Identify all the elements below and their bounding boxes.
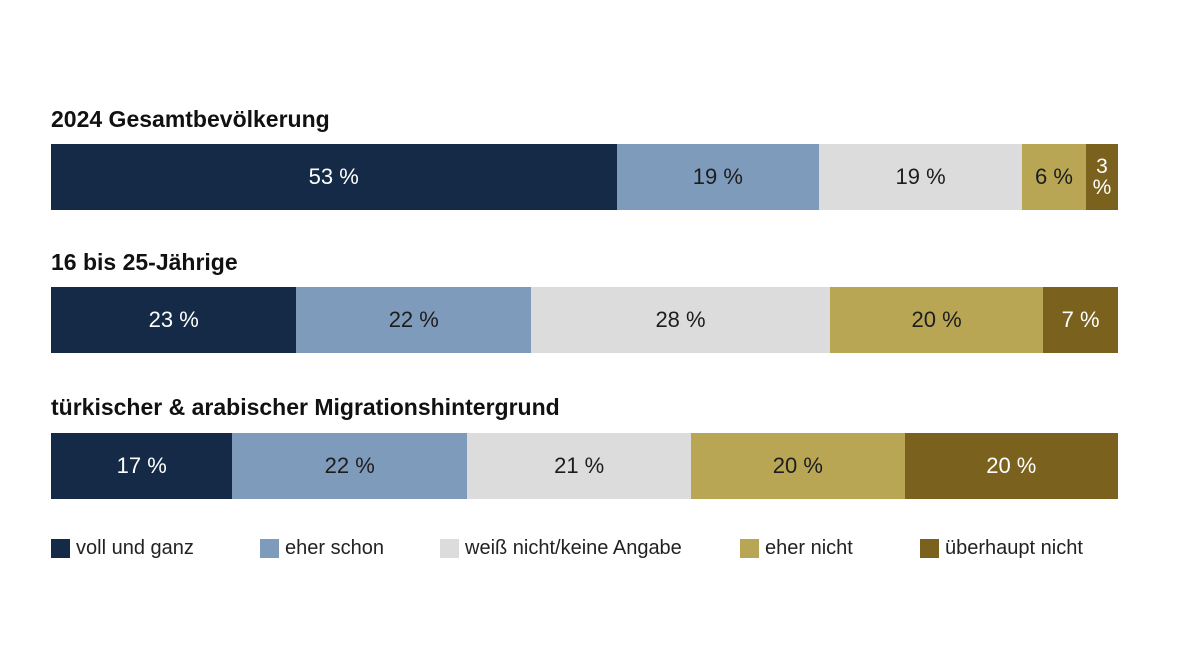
legend-swatch (440, 539, 459, 558)
bar-segment: 23 % (51, 287, 297, 353)
bar-segment: 20 % (904, 433, 1118, 499)
legend-swatch (260, 539, 279, 558)
data-label: 20 % (986, 453, 1037, 478)
bar-segment: 6 % (1021, 144, 1086, 210)
bar-row: 53 % 19 % 19 % 6 % 3 % (51, 144, 1118, 210)
bar-segment: 7 % (1043, 287, 1118, 353)
legend-swatch (740, 539, 759, 558)
data-label: 53 % (308, 164, 359, 189)
bar-segment: 19 % (819, 144, 1022, 210)
data-label: 28 % (655, 307, 706, 332)
group-title: 2024 Gesamtbevölkerung (51, 106, 330, 132)
legend-swatch (51, 539, 70, 558)
legend-label: eher schon (285, 537, 384, 559)
bar-segment: 3 % (1085, 144, 1118, 210)
data-label: 20 % (911, 307, 962, 332)
legend-label: voll und ganz (76, 537, 194, 559)
legend: voll und ganz eher schon weiß nicht/keine … (51, 537, 1121, 559)
data-label: 3 % (1092, 155, 1112, 199)
bar-segment: 22 % (232, 433, 468, 499)
data-label: 23 % (148, 307, 199, 332)
bar-segment: 17 % (51, 433, 233, 499)
bar-segment: 20 % (829, 287, 1044, 353)
legend-label: weiß nicht/keine Angabe (465, 537, 682, 559)
data-label: 7 % (1061, 307, 1100, 332)
legend-label: eher nicht (765, 537, 853, 559)
data-label: 19 % (895, 164, 946, 189)
legend-swatch (920, 539, 939, 558)
data-label: 6 % (1035, 164, 1073, 189)
data-label: 22 % (388, 307, 439, 332)
bar-row: 17 % 22 % 21 % 20 % 20 % (51, 433, 1118, 499)
bar-segment: 20 % (691, 433, 905, 499)
bar-segment: 21 % (467, 433, 692, 499)
legend-label: überhaupt nicht (945, 537, 1083, 559)
bar-segment: 28 % (531, 287, 830, 353)
bar-segment: 22 % (296, 287, 532, 353)
group-title: türkischer & arabischer Migrationshinter… (51, 394, 560, 420)
group-title: 16 bis 25-Jährige (51, 249, 238, 275)
data-label: 17 % (116, 453, 167, 478)
bar-segment: 53 % (51, 144, 617, 210)
data-label: 21 % (554, 453, 605, 478)
data-label: 20 % (772, 453, 823, 478)
bar-segment: 19 % (616, 144, 820, 210)
data-label: 19 % (692, 164, 743, 189)
data-label: 22 % (324, 453, 375, 478)
bar-row: 23 % 22 % 28 % 20 % 7 % (51, 287, 1118, 353)
